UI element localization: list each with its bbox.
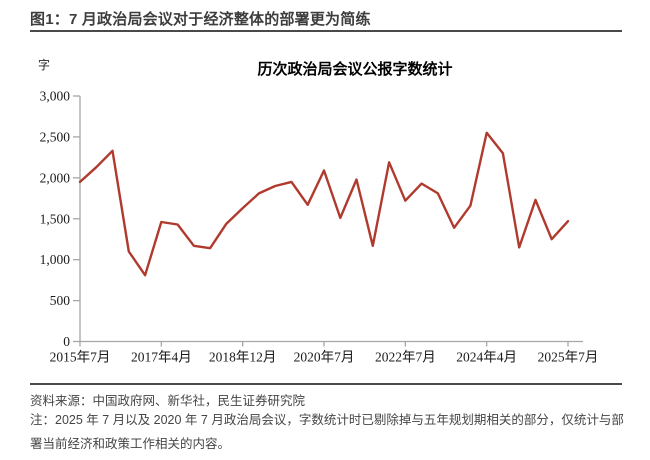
figure-caption: 图1：7 月政治局会议对于经济整体的部署更为简练 <box>30 11 371 28</box>
x-axis-tick-label: 2022年7月 <box>375 350 436 365</box>
x-axis-tick-label: 2020年7月 <box>294 350 355 365</box>
y-axis-tick-label: 500 <box>50 293 71 308</box>
data-series-line <box>78 131 570 277</box>
x-axis-tick-label: 2024年4月 <box>456 350 517 365</box>
line-chart: 0 500 1,000 1,500 2,000 2,500 3,000 2015年7月 2017… <box>40 89 599 365</box>
y-axis-tick-label: 1,000 <box>40 252 71 267</box>
y-axis-unit-label: 字 <box>38 58 51 72</box>
y-axis-tick-label: 2,500 <box>40 129 71 144</box>
header-divider <box>30 30 622 32</box>
source-text: 资料来源：中国政府网、新华社，民生证券研究院 <box>30 394 306 408</box>
x-axis-tick-label: 2015年7月 <box>50 350 111 365</box>
y-axis-tick-label: 1,500 <box>40 211 71 226</box>
y-axis-tick-label: 0 <box>63 334 70 349</box>
x-axis-tick-label: 2018年12月 <box>209 350 277 365</box>
y-axis-tick-label: 3,000 <box>40 89 71 104</box>
y-axis-tick-label: 2,000 <box>40 170 71 185</box>
chart-title: 历次政治局会议公报字数统计 <box>257 61 453 78</box>
x-axis-tick-label: 2025年7月 <box>538 350 599 365</box>
x-axis-tick-label: 2017年4月 <box>131 350 192 365</box>
note-text: 注：2025 年 7 月以及 2020 年 7 月政治局会议，字数统计时已剔除掉… <box>30 413 624 452</box>
footer-divider <box>30 383 622 385</box>
